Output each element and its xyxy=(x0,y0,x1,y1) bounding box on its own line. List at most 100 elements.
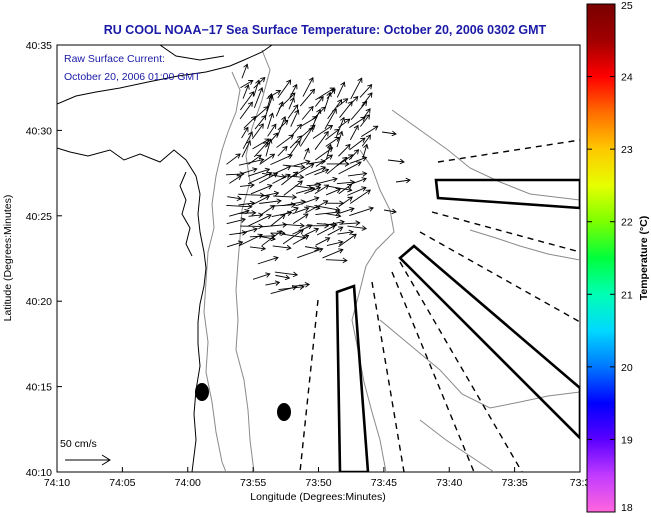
current-vector xyxy=(226,153,241,165)
dump-sites xyxy=(195,383,291,421)
transect-line-6 xyxy=(431,211,580,253)
current-vector xyxy=(226,217,246,225)
current-vector xyxy=(338,143,351,157)
current-vector xyxy=(349,189,371,204)
current-vector xyxy=(305,200,329,214)
current-vector xyxy=(299,88,316,107)
current-vector xyxy=(247,171,273,185)
current-vector xyxy=(281,171,299,186)
current-vector xyxy=(387,158,405,165)
current-vector xyxy=(238,233,263,247)
bathymetry-contour-inner xyxy=(203,71,241,472)
current-vector xyxy=(257,255,279,265)
current-vector xyxy=(336,81,346,98)
current-vector xyxy=(254,114,267,130)
current-vector xyxy=(350,177,367,185)
scale-label: 50 cm/s xyxy=(60,438,97,450)
current-vector xyxy=(277,145,288,157)
current-vector xyxy=(326,161,350,167)
current-vector xyxy=(261,230,283,247)
current-vector xyxy=(316,224,337,236)
current-vector xyxy=(395,177,411,184)
bathymetry-contour-southeast xyxy=(419,419,495,472)
transect-line-3 xyxy=(391,271,475,472)
current-vector xyxy=(277,79,292,99)
annotation-line-2: October 20, 2006 01:00 GMT xyxy=(64,71,201,83)
current-vector xyxy=(338,183,353,195)
current-vector xyxy=(259,205,276,216)
current-vector xyxy=(315,154,333,167)
current-vector xyxy=(259,198,282,204)
dashed-transects xyxy=(299,139,580,472)
y-tick-label: 40:15 xyxy=(26,382,52,394)
colorbar-tick-label: 22 xyxy=(621,217,633,229)
current-vector xyxy=(288,97,295,110)
current-vector xyxy=(253,87,264,109)
current-vector xyxy=(327,99,343,119)
current-vector xyxy=(350,100,368,120)
zone-northeast xyxy=(434,178,580,210)
current-vector xyxy=(270,214,286,227)
current-vector xyxy=(383,208,397,215)
current-vector xyxy=(347,171,368,177)
transect-line-4 xyxy=(399,261,523,472)
current-vector xyxy=(287,104,299,119)
bathymetry-contour-channel xyxy=(351,149,395,472)
current-vector xyxy=(325,257,348,264)
current-vector xyxy=(226,240,244,248)
current-vector xyxy=(251,123,264,140)
current-vector xyxy=(275,274,291,281)
current-vector xyxy=(297,247,324,259)
current-vector xyxy=(338,196,353,208)
current-vector xyxy=(226,203,253,210)
coastline-new-jersey xyxy=(57,147,207,472)
current-vector xyxy=(282,229,304,245)
current-vector xyxy=(359,84,373,98)
current-vector xyxy=(292,213,309,225)
colorbar-tick-label: 18 xyxy=(621,502,633,514)
current-vector xyxy=(315,95,324,107)
current-vector xyxy=(283,180,303,196)
current-vector xyxy=(247,167,271,177)
current-vector xyxy=(359,114,371,127)
current-vector xyxy=(349,124,359,141)
transect-line-7 xyxy=(437,139,580,163)
current-vector xyxy=(271,210,293,218)
current-vector xyxy=(325,136,340,147)
map-content xyxy=(57,45,580,472)
current-vector xyxy=(295,196,320,207)
current-vector xyxy=(272,244,292,251)
colorbar-tick-label: 21 xyxy=(621,289,633,301)
surface-current-vectors xyxy=(225,63,411,294)
current-vector xyxy=(327,226,344,236)
scale-arrow xyxy=(65,454,111,466)
current-vector xyxy=(299,126,314,147)
current-vector xyxy=(324,91,332,109)
y-tick-label: 40:25 xyxy=(26,211,52,223)
colorbar-tick-label: 23 xyxy=(621,144,633,156)
current-vector xyxy=(275,101,284,117)
current-vector xyxy=(304,227,320,236)
current-vector xyxy=(336,130,344,148)
current-vector xyxy=(272,173,291,184)
current-vector xyxy=(227,195,242,202)
current-vector xyxy=(325,187,341,196)
zone-southeast xyxy=(398,244,580,440)
colorbar-tick-label: 25 xyxy=(621,0,633,12)
y-tick-label: 40:35 xyxy=(26,40,52,52)
current-vector xyxy=(339,100,353,118)
current-vector xyxy=(242,84,250,99)
current-vector xyxy=(270,230,286,236)
x-tick-label: 74:10 xyxy=(44,477,70,489)
current-vector xyxy=(238,227,258,235)
current-vector xyxy=(239,182,255,189)
current-vector xyxy=(338,233,357,248)
colorbar-ticks: 25 24 23 22 21 20 19 18 xyxy=(587,0,633,514)
annotation-line-1: Raw Surface Current: xyxy=(64,53,165,65)
current-vector xyxy=(337,229,354,236)
current-vector xyxy=(361,125,379,138)
current-vector xyxy=(248,154,262,165)
current-vector xyxy=(305,166,327,176)
current-vector xyxy=(381,130,397,137)
current-vector xyxy=(301,105,314,120)
